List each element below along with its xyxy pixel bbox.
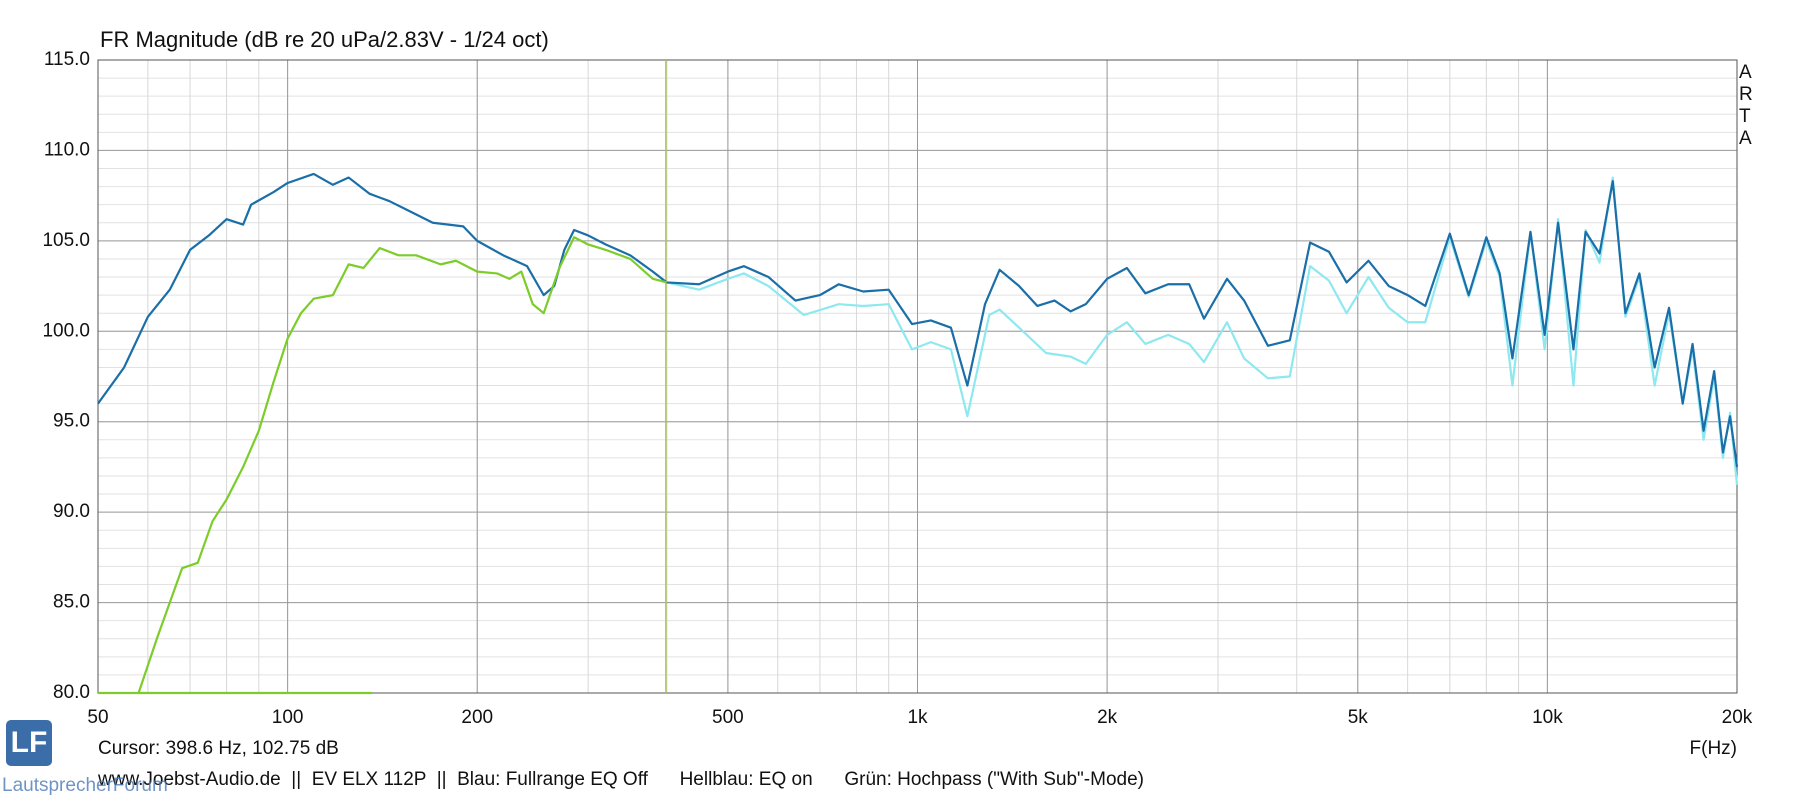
watermark: LautsprecherForum	[2, 775, 168, 795]
y-tick-label: 85.0	[53, 592, 90, 613]
series-line	[666, 176, 1739, 486]
y-tick-label: 90.0	[53, 501, 90, 522]
y-tick-label: 80.0	[53, 682, 90, 703]
x-tick-label: 20k	[1722, 707, 1753, 728]
x-tick-label: 1k	[907, 707, 928, 728]
y-tick-label: 115.0	[44, 49, 90, 70]
footer: www.Joebst-Audio.de || EV ELX 112P || Bl…	[97, 769, 1144, 790]
series-line	[137, 236, 668, 694]
x-tick-label: 5k	[1348, 707, 1369, 728]
brand-label: ARTA	[1739, 62, 1753, 149]
x-tick-label: 500	[712, 707, 744, 728]
x-axis-label: F(Hz)	[1690, 738, 1737, 759]
y-tick-label: 100.0	[42, 320, 90, 341]
y-tick-label: 110.0	[44, 139, 90, 160]
logo-box	[6, 720, 52, 766]
logo: LF	[11, 726, 48, 759]
cursor-readout: Cursor: 398.6 Hz, 102.75 dB	[98, 738, 339, 759]
x-tick-label: 2k	[1097, 707, 1118, 728]
x-tick-label: 200	[461, 707, 493, 728]
x-tick-label: 100	[272, 707, 304, 728]
y-tick-label: 105.0	[42, 230, 90, 251]
chart-title: FR Magnitude (dB re 20 uPa/2.83V - 1/24 …	[100, 27, 549, 52]
plot-frame	[97, 59, 1738, 694]
y-tick-label: 95.0	[53, 411, 90, 432]
x-tick-label: 50	[87, 707, 108, 728]
series-line	[97, 172, 1739, 468]
x-tick-label: 10k	[1532, 707, 1563, 728]
